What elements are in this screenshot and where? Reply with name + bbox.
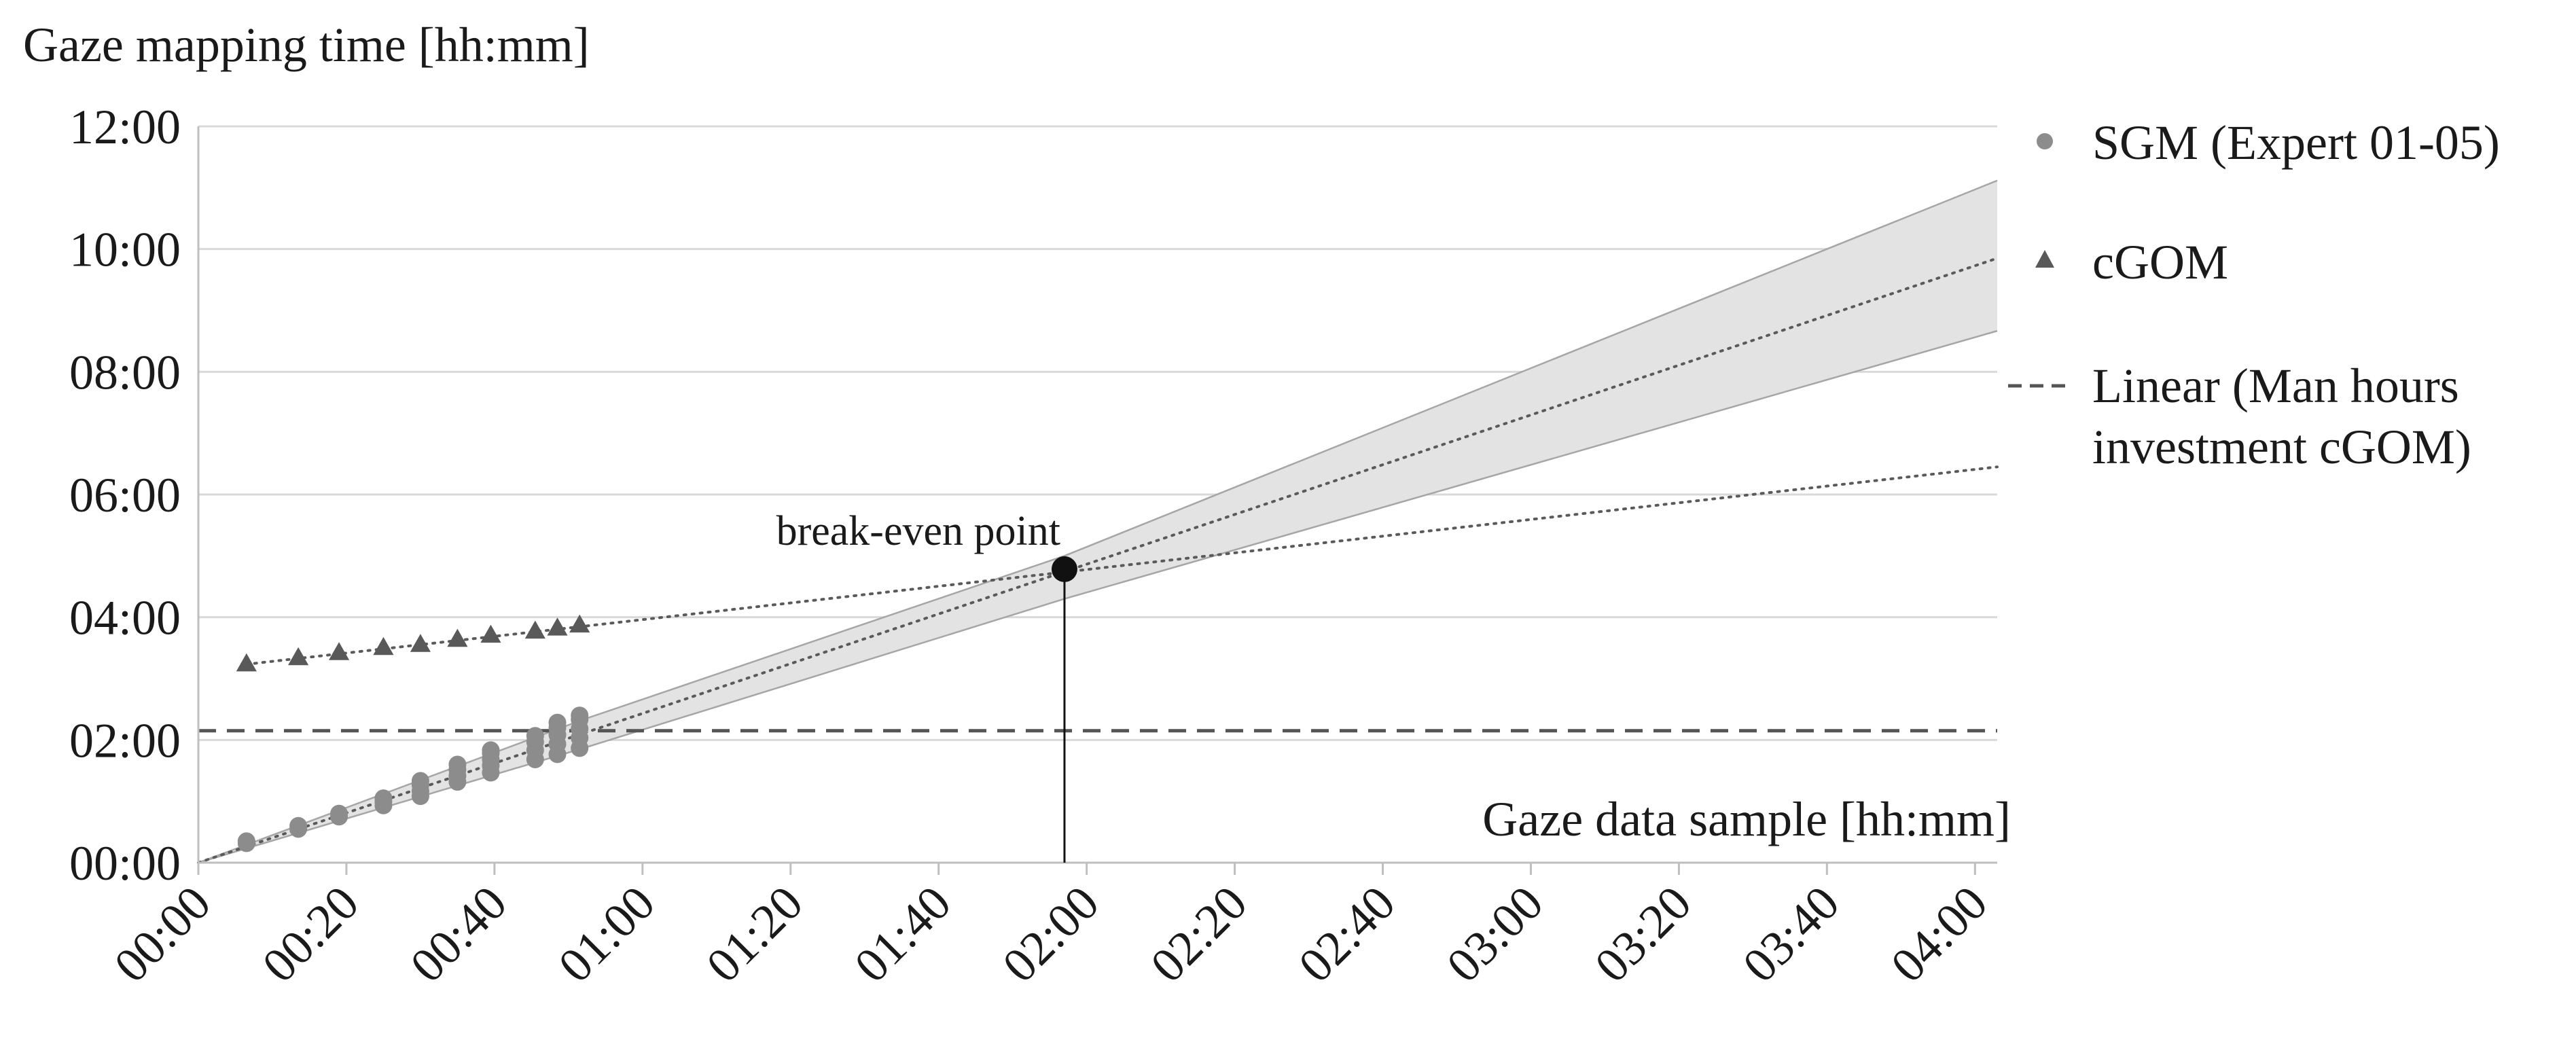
legend-label: Linear (Man hours investment cGOM) (2092, 359, 2471, 474)
sgm-point (526, 727, 544, 745)
legend-triangle-marker (2035, 250, 2054, 268)
confidence-band-lower (198, 329, 1998, 864)
cgom-point (524, 620, 545, 639)
sgm-point (411, 772, 429, 790)
sgm-point (571, 706, 589, 725)
trendline (245, 465, 1999, 666)
legend: SGM (Expert 01-05) cGOM Linear (Man hours i… (2008, 115, 2500, 474)
cgom-point (236, 653, 257, 672)
data-points (236, 614, 590, 852)
sgm-point (374, 789, 393, 808)
x-tick-label: 01:00 (548, 876, 666, 993)
break-even-label: break-even point (776, 508, 1060, 554)
x-tick-label: 01:20 (696, 876, 814, 993)
annotations: break-even point (776, 508, 1077, 863)
x-tick-label: 00:20 (252, 876, 370, 993)
legend-circle-marker (2037, 133, 2053, 149)
x-tick-label: 00:40 (400, 876, 518, 993)
y-tick-label: 04:00 (69, 591, 181, 645)
cgom-point (328, 642, 350, 660)
legend-label: SGM (Expert 01-05) (2092, 115, 2500, 170)
y-tick-label: 08:00 (69, 345, 181, 399)
sgm-point (330, 804, 348, 823)
cgom-point (373, 636, 394, 655)
y-tick-label: 12:00 (69, 100, 181, 154)
x-tick-label: 03:00 (1436, 876, 1554, 993)
cgom-point (569, 614, 590, 633)
confidence-band-upper (198, 179, 1998, 864)
cgom-point (547, 617, 568, 636)
cgom-point (447, 628, 468, 647)
gridlines (198, 125, 1997, 741)
x-tick-label: 04:00 (1880, 876, 1998, 993)
cgom-point (410, 634, 431, 652)
trendlines (197, 257, 1999, 864)
sgm-point (548, 713, 567, 732)
x-tick-label: 00:00 (104, 876, 221, 993)
confidence-band (198, 179, 1998, 864)
x-tick-label: 03:40 (1732, 876, 1850, 993)
x-tick-label: 02:20 (1140, 876, 1257, 993)
y-axis-title: Gaze mapping time [hh:mm] (23, 18, 590, 72)
y-tick-label: 06:00 (69, 468, 181, 522)
sgm-point (289, 816, 308, 835)
sgm-point (237, 832, 255, 850)
sgm-point (448, 755, 467, 774)
legend-label: cGOM (2092, 235, 2228, 289)
x-tick-label: 02:40 (1288, 876, 1406, 993)
sgm-point (482, 741, 500, 759)
y-tick-label: 02:00 (69, 713, 181, 768)
y-tick-label: 00:00 (69, 836, 181, 891)
trendline (197, 257, 1999, 864)
x-tick-label: 02:00 (992, 876, 1109, 993)
confidence-band-area (198, 180, 1997, 863)
x-tick-label: 01:40 (844, 876, 961, 993)
x-axis-title: Gaze data sample [hh:mm] (1482, 792, 2011, 846)
x-tick-label: 03:20 (1584, 876, 1702, 993)
cgom-point (288, 647, 309, 666)
y-tick-label: 10:00 (69, 223, 181, 277)
axis-labels: Gaze mapping time [hh:mm] Gaze data samp… (23, 18, 2011, 846)
cgom-point (480, 624, 501, 643)
break-even-marker (1051, 556, 1077, 582)
